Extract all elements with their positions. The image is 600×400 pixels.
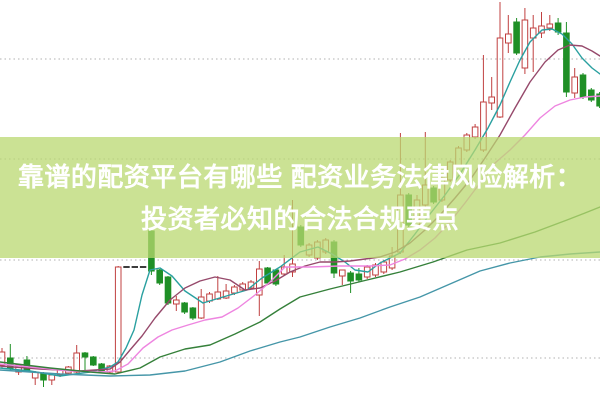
headline-banner: 靠谱的配资平台有哪些 配资业务法律风险解析： 投资者必知的合法合规要点 <box>0 137 600 258</box>
ma-line-MA120 <box>0 251 600 377</box>
headline-line-1: 靠谱的配资平台有哪些 配资业务法律风险解析： <box>17 161 583 192</box>
headline-line-2: 投资者必知的合法合规要点 <box>140 203 459 234</box>
ma-line-MA10 <box>0 44 600 372</box>
